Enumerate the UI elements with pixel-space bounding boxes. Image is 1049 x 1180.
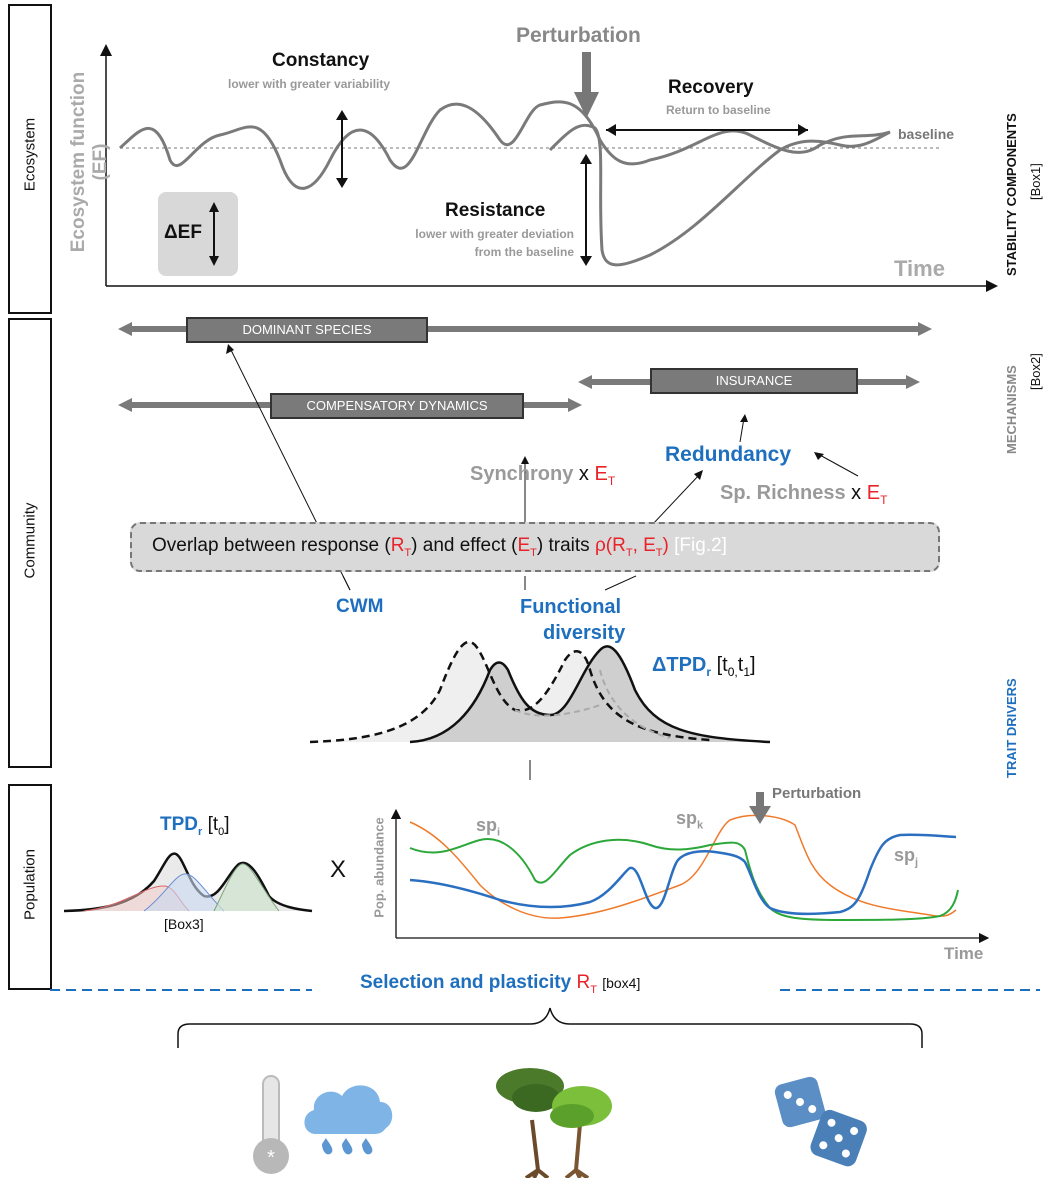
resistance-label: Resistance [445, 200, 546, 221]
overlap-et-sub: T [530, 546, 537, 559]
selection-label: Selection and plasticity RT [box4] [360, 972, 640, 996]
cwm-label: CWM [336, 596, 384, 617]
perturbation-label: Perturbation [516, 24, 641, 47]
species-k-sub: k [697, 819, 704, 832]
functional-diversity-label-1: Functional [520, 596, 622, 618]
stability-box-ref: [Box1] [1028, 163, 1043, 200]
pop-y-axis-label: Pop. abundance [371, 817, 387, 918]
redundancy-label: Redundancy [665, 443, 792, 466]
species-i-main: sp [476, 815, 498, 835]
overlap-rt-sub: T [404, 546, 412, 559]
tpd-close: ] [224, 814, 230, 835]
mechanisms-box-ref: [Box2] [1028, 353, 1043, 390]
synchrony-times: x [578, 463, 589, 485]
selection-rt: R [576, 972, 591, 993]
brace [177, 1007, 923, 1048]
delta-tpd-close: ] [750, 654, 756, 676]
dominant-species-bar: DOMINANT SPECIES [186, 317, 428, 343]
overlap-fig-ref: [Fig.2] [674, 535, 727, 556]
selection-rt-sub: T [590, 983, 597, 996]
ef-y-axis-label: Ecosystem function (EF) [68, 71, 111, 253]
tpd-sub: r [198, 825, 203, 838]
resistance-sub-label-1: lower with greater deviation [415, 227, 574, 241]
population-abundance-chart [390, 792, 990, 944]
tpd-label: TPDr [t0] [160, 814, 230, 838]
population-label: Population [21, 849, 39, 920]
delta-tpd-label: ΔTPDr [t0,t1] [652, 654, 756, 679]
overlap-mid: ) and effect ( [411, 535, 518, 556]
tpd-distribution [64, 852, 313, 913]
species-j-label: spj [894, 845, 918, 869]
overlap-rho-sub2: T [655, 546, 663, 559]
synchrony-et-sub: T [607, 474, 616, 488]
box3-label: [Box3] [164, 916, 204, 932]
tpd-t-open: [t [207, 814, 219, 835]
richness-row: Sp. Richness x ET [720, 482, 887, 507]
constancy-label: Constancy [272, 50, 370, 71]
synchrony-row: Synchrony x ET [470, 463, 615, 488]
population-box: Population [8, 784, 52, 990]
svg-text:*: * [267, 1147, 275, 1169]
community-box: Community [8, 318, 52, 768]
species-j-sub: j [915, 856, 919, 869]
delta-tpd-sub: r [706, 665, 712, 679]
selection-divider [50, 989, 1040, 991]
synchrony-et: E [594, 463, 608, 485]
ecosystem-function-plot [100, 44, 998, 292]
delta-tpd-t: t [737, 654, 744, 676]
pop-x-axis-label: Time [944, 944, 984, 963]
overlap-rho-mid: , E [632, 535, 656, 556]
overlap-et: E [517, 535, 531, 556]
species-i-sub: i [497, 826, 501, 839]
overlap-rho: ρ(R [594, 535, 626, 556]
richness-times: x [851, 482, 862, 504]
ecosystem-box: Ecosystem [8, 4, 52, 314]
trees-icon [496, 1068, 612, 1178]
functional-diversity-label-2: diversity [543, 622, 626, 644]
pop-perturbation-label: Perturbation [772, 785, 862, 802]
species-k-main: sp [676, 808, 698, 828]
insurance-bar: INSURANCE [650, 368, 858, 394]
overlap-rho-sub1: T [625, 546, 633, 559]
thermometer-icon: * [253, 1075, 289, 1174]
delta-tpd-t0: 0, [727, 665, 738, 679]
compensatory-dynamics-bar: COMPENSATORY DYNAMICS [270, 393, 524, 419]
selection-text: Selection and plasticity [360, 972, 572, 993]
baseline-label: baseline [898, 126, 955, 142]
times-symbol: X [330, 856, 347, 883]
stability-components-label: STABILITY COMPONENTS [1004, 113, 1019, 276]
delta-tpd-main: ΔTPD [652, 654, 707, 676]
species-k-label: spk [676, 808, 703, 832]
rain-cloud-icon [304, 1085, 393, 1155]
richness-et-sub: T [880, 493, 888, 507]
synchrony-label: Synchrony [470, 463, 574, 485]
recovery-label: Recovery [668, 77, 754, 98]
overlap-pre: Overlap between response ( [152, 535, 391, 556]
constancy-sub-label: lower with greater variability [228, 77, 391, 91]
delta-tpd-curves [310, 640, 771, 744]
delta-tpd-t1: 1 [743, 665, 750, 679]
ecosystem-label: Ecosystem [21, 117, 39, 192]
recovery-sub-label: Return to baseline [666, 103, 771, 117]
resistance-sub-label-2: from the baseline [474, 245, 574, 259]
overlap-rt: R [390, 535, 405, 556]
tpd-t0: 0 [218, 825, 225, 838]
trait-drivers-label: TRAIT DRIVERS [1004, 678, 1019, 778]
species-j-main: sp [894, 845, 916, 865]
overlap-text: Overlap between response (RT) and effect… [152, 535, 727, 559]
richness-et: E [866, 482, 881, 504]
delta-ef-label: ΔEF [164, 222, 202, 243]
richness-label: Sp. Richness [720, 482, 846, 504]
mechanisms-label: MECHANISMS [1004, 365, 1019, 454]
selection-box-ref: [box4] [602, 975, 641, 991]
overlap-box [130, 522, 940, 572]
delta-tpd-times-open: [t [716, 654, 728, 676]
overlap-post: ) traits [536, 535, 590, 556]
overlap-rho-end: ) [662, 535, 669, 556]
tpd-main: TPD [160, 814, 198, 835]
ef-x-axis-label: Time [894, 256, 945, 281]
species-i-label: spi [476, 815, 500, 839]
dice-icon [774, 1076, 867, 1167]
